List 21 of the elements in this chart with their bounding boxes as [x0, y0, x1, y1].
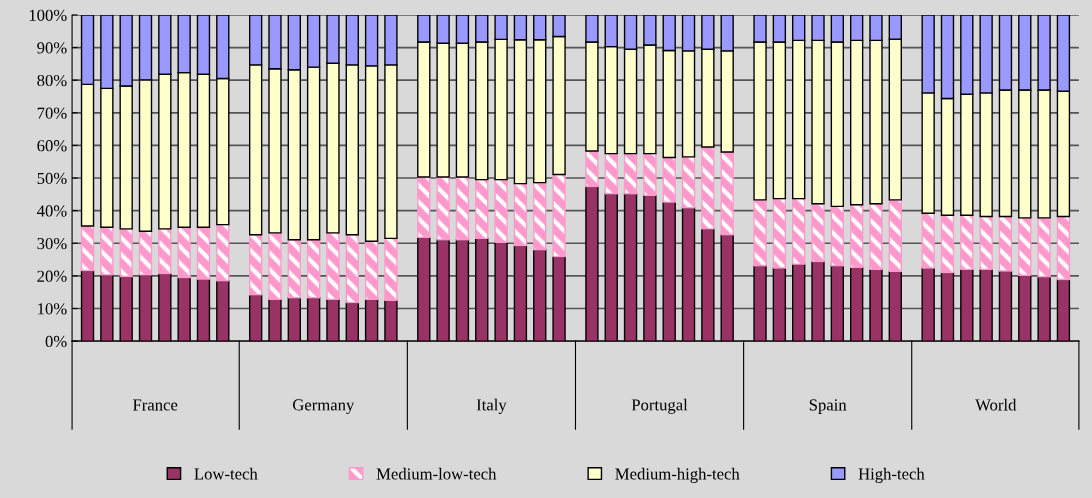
y-tick-label: 90% [37, 42, 67, 54]
legend-label: High-tech [858, 467, 925, 483]
y-tick-label: 80% [37, 74, 67, 87]
text: World [975, 398, 1017, 411]
text: Spain [809, 399, 847, 414]
y-tick-label: 40% [36, 205, 67, 217]
text: Italy [476, 398, 507, 414]
y-tick-label: 0% [45, 335, 67, 348]
legend-label: Medium-low-tech [376, 467, 497, 480]
y-tick-label: 50% [37, 172, 67, 185]
y-tick-label: 70% [37, 107, 67, 119]
text: France [132, 399, 178, 411]
legend-label: Medium-high-tech [615, 467, 740, 483]
y-tick-label: 30% [37, 237, 67, 250]
text: Portugal [631, 398, 688, 414]
y-tick-label: 20% [37, 270, 67, 282]
legend-label: Low-tech [194, 467, 258, 480]
y-tick-label: 100% [29, 9, 67, 21]
y-tick-label: 60% [37, 140, 67, 152]
y-tick-label: 10% [38, 303, 67, 315]
text: Germany [292, 399, 355, 414]
